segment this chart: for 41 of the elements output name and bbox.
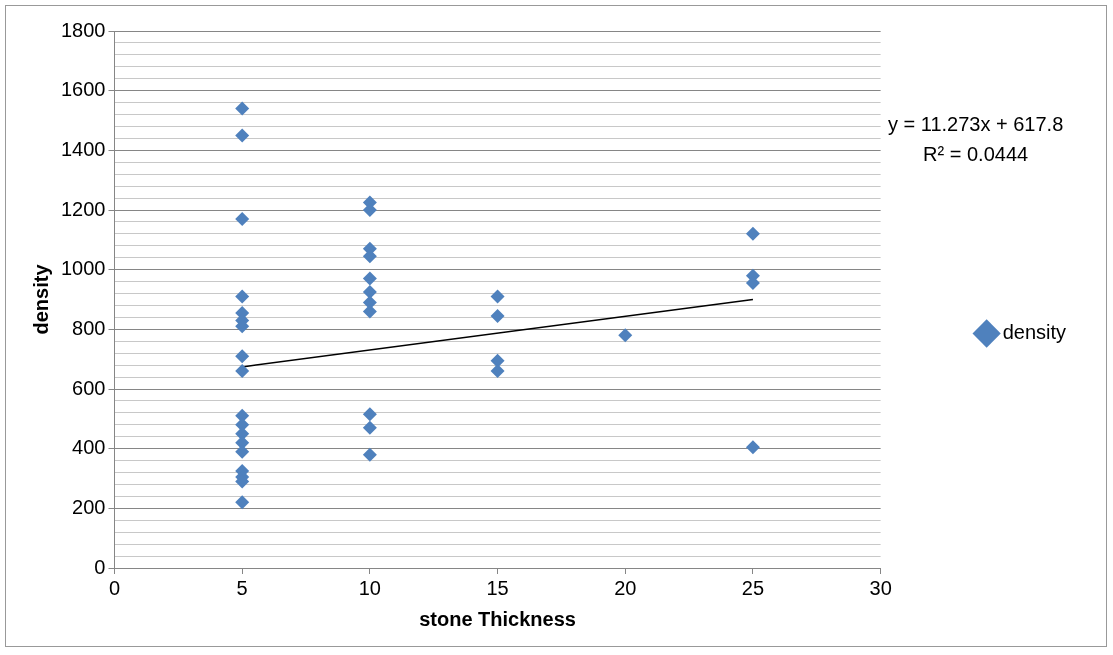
point: [362, 420, 377, 435]
y-tick-label: 1400: [60, 137, 106, 160]
y-tick-label: 200: [72, 495, 106, 518]
y-tick-label: 1000: [60, 257, 106, 280]
y-tick-label: 1600: [60, 78, 106, 101]
x-tick-label: 10: [358, 576, 381, 599]
point: [490, 308, 505, 323]
point: [235, 128, 250, 143]
y-tick-label: 0: [94, 555, 106, 578]
point: [490, 353, 505, 368]
point: [235, 495, 250, 510]
point: [745, 440, 760, 455]
x-tick-label: 30: [869, 576, 892, 599]
y-tick-label: 400: [72, 436, 106, 459]
text: y = 11.273x + 617.8: [887, 113, 1064, 135]
point: [235, 349, 250, 364]
y-tick-label: 600: [72, 376, 106, 399]
point: [490, 364, 505, 379]
point: [490, 289, 505, 304]
point: [618, 328, 633, 343]
x-axis-title: stone Thickness: [419, 607, 576, 630]
point: [235, 289, 250, 304]
x-tick-label: 20: [614, 576, 637, 599]
point: [745, 226, 760, 241]
x-tick-label: 15: [486, 576, 509, 599]
x-tick-label: 5: [236, 576, 248, 599]
point: [362, 285, 377, 300]
point: [235, 364, 250, 379]
point: [362, 271, 377, 286]
text: R² = 0.0444: [923, 143, 1029, 165]
y-axis-title: density: [29, 263, 52, 335]
y-tick-label: 1800: [60, 18, 106, 41]
y-tick-label: 1200: [60, 197, 106, 220]
legend-label: density: [1002, 321, 1067, 344]
point: [235, 101, 250, 116]
x-tick-label: 25: [741, 576, 765, 599]
point: [362, 407, 377, 422]
point: [362, 447, 377, 462]
y-tick-label: 800: [72, 316, 106, 339]
x-tick-label: 0: [108, 576, 121, 599]
point: [235, 211, 250, 226]
